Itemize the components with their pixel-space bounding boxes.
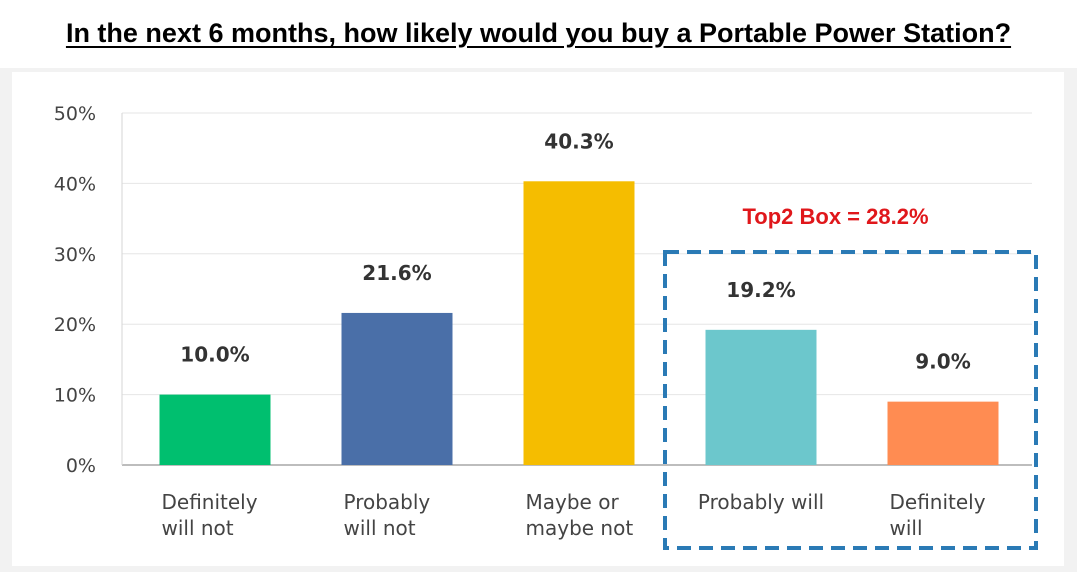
category-label: Probably (344, 490, 431, 514)
category-label: will not (162, 516, 234, 540)
data-label: 19.2% (726, 278, 795, 302)
data-label: 9.0% (915, 350, 970, 374)
chart-panel: 0% 10% 20% 30% 40% 50% 10.0% 21.6% 40.3% 19.2% 9.… (12, 72, 1064, 566)
y-tick-label: 40% (54, 173, 96, 195)
category-label: Probably will (698, 490, 824, 514)
y-tick-label: 50% (54, 103, 96, 125)
bar (341, 312, 453, 465)
category-label: Definitely (162, 490, 258, 514)
data-label: 10.0% (180, 343, 249, 367)
data-label: 21.6% (362, 261, 431, 285)
bar-chart: 0% 10% 20% 30% 40% 50% 10.0% 21.6% 40.3% 19.2% 9.… (54, 103, 1038, 550)
top2-box-annotation: Top2 Box = 28.2% (663, 204, 1038, 550)
top2-dashed-box (663, 250, 1038, 550)
top2-box-label: Top2 Box = 28.2% (742, 204, 928, 229)
title-bar: In the next 6 months, how likely would y… (0, 0, 1077, 68)
data-labels: 10.0% 21.6% 40.3% 19.2% 9.0% (180, 129, 970, 373)
y-axis-ticks: 0% 10% 20% 30% 40% 50% (54, 103, 96, 477)
category-label: will not (344, 516, 416, 540)
y-tick-label: 10% (54, 385, 96, 407)
bar (887, 401, 999, 465)
category-label: Maybe or (526, 490, 620, 514)
bar (159, 394, 271, 465)
bar (523, 181, 635, 465)
y-tick-label: 20% (54, 314, 96, 336)
category-label: will (890, 516, 923, 540)
data-label: 40.3% (544, 129, 613, 153)
y-tick-label: 30% (54, 244, 96, 266)
bar (705, 329, 817, 465)
bars (159, 181, 999, 465)
category-label: maybe not (526, 516, 634, 540)
chart-title: In the next 6 months, how likely would y… (65, 18, 1012, 48)
category-label: Definitely (890, 490, 986, 514)
y-tick-label: 0% (66, 455, 96, 477)
